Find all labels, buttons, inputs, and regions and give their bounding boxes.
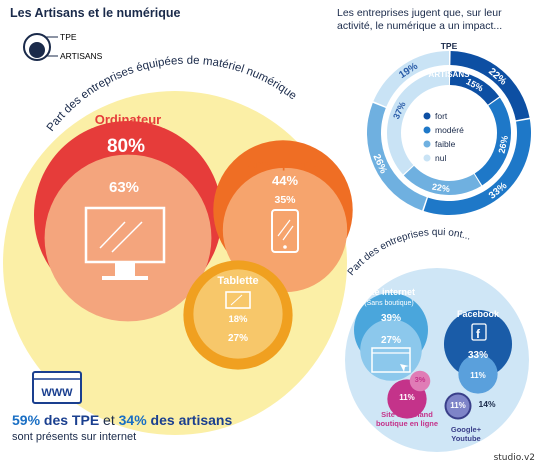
donut-art-label-faible: 22% bbox=[431, 182, 450, 195]
donut-art-label-modéré: 26% bbox=[497, 135, 511, 155]
value-site-tpe: 39% bbox=[381, 313, 401, 324]
bubble-facebook: f Facebook 33% 11% bbox=[443, 309, 513, 394]
www-icon: WWW bbox=[32, 371, 82, 404]
legend-icon: TPE ARTISANS bbox=[23, 32, 103, 61]
smartphone-icon bbox=[271, 209, 299, 253]
label-smartphone: Smartphone bbox=[248, 157, 318, 171]
legend-swatch-fort bbox=[423, 112, 431, 120]
computer-icon bbox=[84, 206, 166, 280]
label-marchand-line1: Site marchand bbox=[381, 410, 433, 419]
value-ordinateur-artisans: 63% bbox=[109, 179, 139, 196]
bubble-ordinateur: Ordinateur 80% 63% bbox=[34, 112, 222, 322]
summary-connector: et bbox=[99, 412, 119, 428]
legend-nul: nul bbox=[435, 153, 446, 163]
bubble-smartphone: Smartphone 44% 35% bbox=[213, 140, 353, 293]
bubble-site-internet: Site internet (Sans boutique) 39% 27% bbox=[354, 287, 428, 381]
legend-faible: faible bbox=[435, 139, 456, 149]
donut-tpe-ring bbox=[367, 51, 531, 216]
bubble-tablette-artisans bbox=[193, 269, 283, 359]
donut-artisans-label: ARTISANS bbox=[429, 70, 471, 79]
donut-tpe-segment-modéré bbox=[423, 119, 531, 216]
tablet-icon bbox=[225, 291, 251, 309]
value-marchand-artisans: 3% bbox=[415, 375, 426, 384]
summary-art-text: des artisans bbox=[146, 412, 233, 428]
credit: studio.v2 bbox=[493, 453, 535, 463]
legend-tpe: TPE bbox=[60, 32, 77, 42]
label-google-line1: Google+ bbox=[451, 425, 482, 434]
impact-chart: 22%33%26%19%15%26%22%37% TPE ARTISANS fo… bbox=[367, 41, 531, 216]
label-marchand-line2: boutique en ligne bbox=[376, 419, 438, 428]
browser-icon bbox=[371, 347, 411, 373]
donut-tpe-label: TPE bbox=[441, 41, 458, 51]
legend-inner-circle bbox=[29, 42, 45, 58]
legend-modere: modéré bbox=[435, 125, 464, 135]
bubble-facebook-artisans bbox=[458, 354, 498, 394]
page-title: Les Artisans et le numérique bbox=[10, 6, 181, 20]
legend-swatch-modere bbox=[423, 126, 431, 134]
bubble-facebook-tpe bbox=[443, 309, 513, 379]
summary-line: 59% des TPE et 34% des artisans bbox=[12, 412, 232, 429]
impact-question: Les entreprises jugent que, sur leur act… bbox=[337, 7, 503, 32]
value-smartphone-tpe: 44% bbox=[272, 173, 298, 188]
value-marchand-tpe: 11% bbox=[399, 393, 415, 402]
value-google-artisans: 11% bbox=[450, 401, 466, 410]
summary-sub: sont présents sur internet bbox=[12, 431, 137, 443]
legend-artisans: ARTISANS bbox=[60, 51, 103, 61]
bubble-marchand-artisans bbox=[409, 370, 431, 392]
bubble-site-marchand: 11% 3% Site marchand boutique en ligne bbox=[376, 370, 438, 428]
presence-chart: Part des entreprises qui ont... Site int… bbox=[345, 227, 529, 452]
summary-tpe-text: des TPE bbox=[40, 412, 100, 428]
value-facebook-artisans: 11% bbox=[470, 371, 486, 380]
facebook-icon: f bbox=[471, 323, 487, 341]
label-site-sans-boutique: (Sans boutique) bbox=[364, 300, 413, 307]
summary-art-value: 34% bbox=[118, 412, 147, 428]
legend-swatch-nul bbox=[423, 154, 431, 162]
legend-swatch-faible bbox=[423, 140, 431, 148]
bubble-smartphone-artisans bbox=[222, 167, 348, 293]
donut-tpe-segment-fort bbox=[450, 51, 530, 121]
label-ordinateur: Ordinateur bbox=[95, 112, 161, 127]
label-tablette: Tablette bbox=[217, 275, 258, 287]
donut-center bbox=[414, 98, 484, 168]
bubble-site-artisans bbox=[360, 319, 422, 381]
label-facebook: Facebook bbox=[457, 309, 500, 319]
bubble-google-youtube: 11% 14% Google+ Youtube bbox=[444, 392, 496, 443]
donut-art-segment-faible bbox=[403, 165, 482, 195]
bubble-ordinateur-artisans bbox=[44, 154, 212, 322]
bubble-google-artisans bbox=[446, 394, 470, 418]
donut-artisans-ring bbox=[387, 71, 511, 195]
value-smartphone-artisans: 35% bbox=[274, 194, 296, 206]
value-tablette-tpe: 27% bbox=[228, 333, 248, 344]
donut-tpe-segment-nul bbox=[373, 51, 449, 107]
value-site-artisans: 27% bbox=[381, 335, 401, 346]
donut-legend: fort modéré faible nul bbox=[423, 111, 464, 163]
value-tablette-artisans: 18% bbox=[228, 314, 248, 325]
donut-tpe-segment-faible bbox=[367, 102, 427, 211]
donut-art-segment-nul bbox=[387, 71, 449, 175]
www-text: WWW bbox=[41, 387, 73, 399]
summary-tpe-value: 59% bbox=[12, 412, 41, 428]
svg-text:f: f bbox=[476, 327, 481, 341]
equipment-chart: Part des entreprises équipées de matérie… bbox=[3, 55, 353, 435]
value-facebook-tpe: 33% bbox=[468, 350, 488, 361]
legend-fort: fort bbox=[435, 111, 448, 121]
label-site-internet: Site internet bbox=[363, 287, 415, 297]
value-ordinateur-tpe: 80% bbox=[107, 136, 145, 157]
donut-art-segment-modéré bbox=[474, 97, 511, 186]
label-google-line2: Youtube bbox=[451, 434, 480, 443]
bubble-tablette: Tablette 18% 27% bbox=[183, 260, 293, 370]
donut-art-segment-fort bbox=[449, 71, 500, 105]
value-google-tpe: 14% bbox=[478, 399, 495, 409]
legend-outer-circle bbox=[23, 33, 51, 61]
